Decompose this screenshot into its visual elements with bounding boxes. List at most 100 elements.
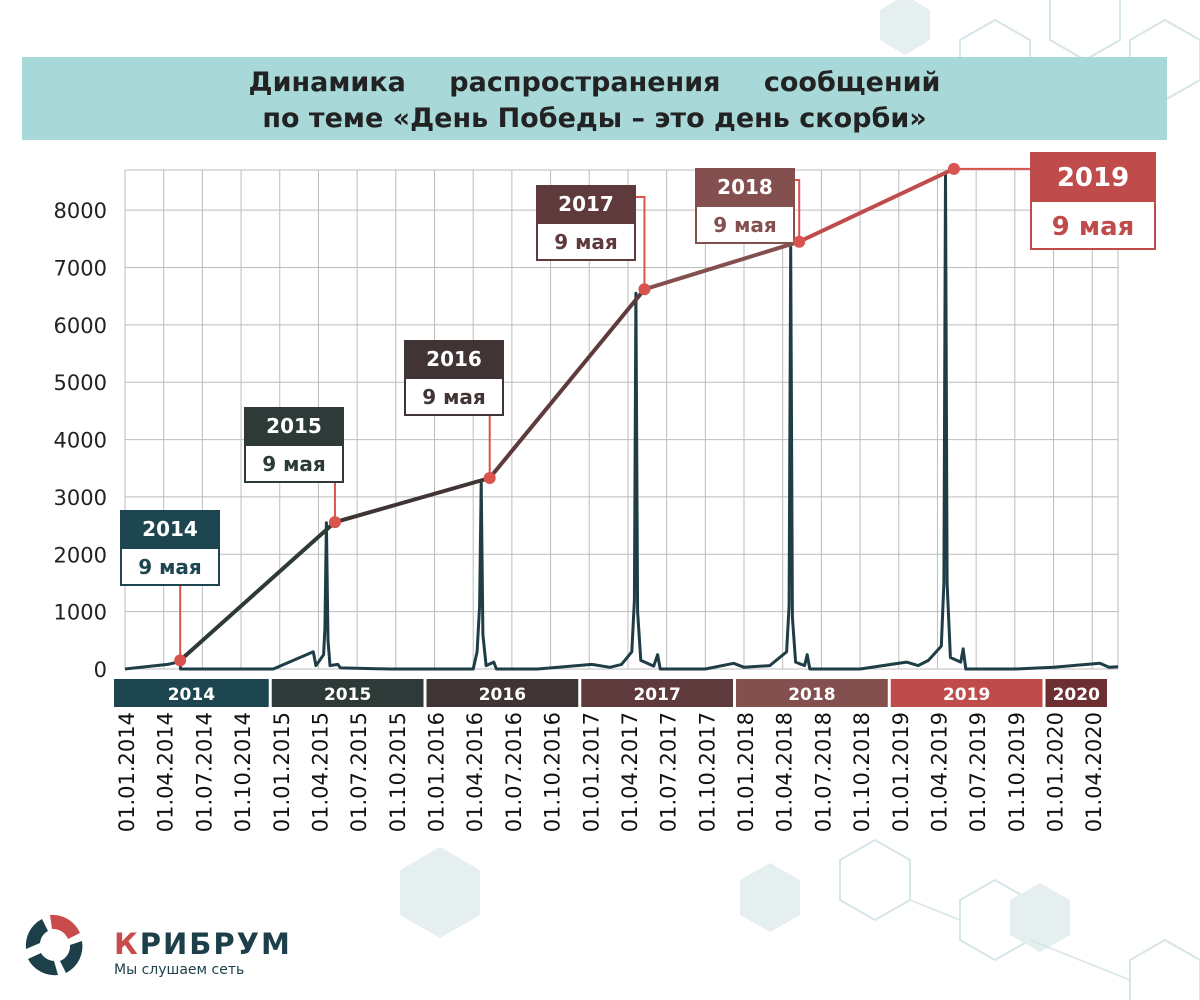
year-band-2020: 2020 <box>1045 679 1107 707</box>
x-tick-label: 01.04.2017 <box>618 712 642 832</box>
title-banner: Динамика распространения сообщений по те… <box>22 57 1167 140</box>
year-band-box <box>890 679 1043 707</box>
y-tick-label: 0 <box>94 658 107 682</box>
year-band-label: 2019 <box>943 685 990 705</box>
brand-name: КРИБРУМ <box>114 927 292 961</box>
x-tick-label: 01.01.2018 <box>734 712 758 832</box>
year-band-2017: 2017 <box>581 679 734 707</box>
year-band-2016: 2016 <box>426 679 579 707</box>
chart-title-line-2: по теме «День Победы – это день скорби» <box>262 103 927 134</box>
peak-point <box>483 472 496 485</box>
callout-date-label: 9 мая <box>554 230 618 254</box>
year-band-box <box>426 679 579 707</box>
y-tick-label: 1000 <box>54 601 107 625</box>
y-tick-label: 4000 <box>54 429 107 453</box>
callout-2019: 2019 9 мая <box>953 152 1156 250</box>
callout-date-label: 9 мая <box>1052 212 1135 242</box>
x-tick-label: 01.04.2015 <box>308 712 332 832</box>
callout-date-label: 9 мая <box>713 213 777 237</box>
x-tick-label: 01.10.2018 <box>850 712 874 832</box>
year-band-box <box>581 679 734 707</box>
callout-year-label: 2019 <box>1057 163 1129 193</box>
year-band-2018: 2018 <box>736 679 888 707</box>
year-band-label: 2016 <box>479 685 526 705</box>
x-tick-label: 01.01.2019 <box>889 712 913 832</box>
year-band-label: 2015 <box>324 685 371 705</box>
year-band-label: 2014 <box>168 685 215 705</box>
x-tick-label: 01.10.2014 <box>231 712 255 832</box>
y-tick-label: 7000 <box>54 257 107 281</box>
chart-title-line-1: Динамика распространения сообщений <box>248 67 941 98</box>
callout-year-box <box>404 340 504 378</box>
logo: КРИБРУМ Мы слушаем сеть <box>20 905 300 985</box>
peak-point <box>174 654 187 667</box>
callout-date-label: 9 мая <box>422 385 486 409</box>
callout-date-box <box>404 377 504 416</box>
trend-segment-2017 <box>487 287 647 481</box>
x-tick-label: 01.01.2016 <box>425 712 449 832</box>
y-tick-label: 3000 <box>54 486 107 510</box>
callout-year-label: 2015 <box>266 414 322 438</box>
callout-year-box <box>695 168 795 206</box>
trend-segment-2016 <box>332 476 492 525</box>
year-band-box <box>271 679 424 707</box>
callout-date-label: 9 мая <box>262 452 326 476</box>
callout-2014: 2014 9 мая <box>120 510 220 661</box>
year-band-2014: 2014 <box>114 679 269 707</box>
brand-tagline: Мы слушаем сеть <box>114 962 245 978</box>
callout-date-box <box>695 205 795 244</box>
x-tick-label: 01.04.2019 <box>927 712 951 832</box>
x-tick-label: 01.04.2018 <box>773 712 797 832</box>
y-tick-label: 2000 <box>54 543 107 567</box>
callout-year-label: 2014 <box>142 517 198 541</box>
trend-segment-2015 <box>178 520 337 663</box>
y-tick-label: 5000 <box>54 371 107 395</box>
x-tick-label: 01.01.2015 <box>270 712 294 832</box>
peak-point <box>638 283 651 296</box>
x-tick-label: 01.10.2016 <box>541 712 565 832</box>
year-band-label: 2018 <box>788 685 835 705</box>
x-tick-label: 01.10.2015 <box>386 712 410 832</box>
y-tick-label: 8000 <box>54 199 107 223</box>
callout-date-box <box>1030 200 1156 250</box>
callout-date-box <box>120 547 220 586</box>
x-tick-label: 01.04.2014 <box>154 712 178 832</box>
callout-year-label: 2017 <box>558 192 614 216</box>
callout-date-box <box>536 222 636 261</box>
x-tick-label: 01.04.2016 <box>463 712 487 832</box>
kribrum-logo-icon <box>25 914 83 976</box>
callout-date-label: 9 мая <box>138 555 202 579</box>
callout-connector <box>636 196 646 290</box>
x-tick-label: 01.04.2020 <box>1082 712 1106 832</box>
callout-year-box <box>536 185 636 223</box>
x-tick-label: 01.07.2017 <box>657 712 681 832</box>
series-line-daily <box>124 171 1119 671</box>
callout-2015: 2015 9 мая <box>244 407 344 523</box>
x-tick-label: 01.10.2017 <box>695 712 719 832</box>
trend-segment-2019 <box>797 166 956 244</box>
trend-segment-2018 <box>642 239 802 292</box>
year-band-box <box>114 679 269 707</box>
peak-point <box>947 162 960 175</box>
year-band-label: 2017 <box>633 685 680 705</box>
year-band-2019: 2019 <box>890 679 1043 707</box>
callout-2016: 2016 9 мая <box>404 340 504 479</box>
callout-year-label: 2018 <box>717 175 773 199</box>
callout-year-box <box>1030 152 1156 201</box>
year-band-label: 2020 <box>1053 685 1100 705</box>
x-tick-label: 01.07.2018 <box>811 712 835 832</box>
callout-2018: 2018 9 мая <box>695 168 801 244</box>
callout-year-box <box>244 407 344 445</box>
year-band-2015: 2015 <box>271 679 424 707</box>
x-tick-label: 01.10.2019 <box>1005 712 1029 832</box>
callout-date-box <box>244 444 344 483</box>
x-tick-label: 01.01.2017 <box>579 712 603 832</box>
callout-2017: 2017 9 мая <box>536 185 646 290</box>
x-tick-label: 01.01.2020 <box>1044 712 1068 832</box>
x-tick-label: 01.07.2019 <box>966 712 990 832</box>
callout-year-box <box>120 510 220 548</box>
year-band-box <box>736 679 888 707</box>
callout-connector <box>795 179 801 242</box>
